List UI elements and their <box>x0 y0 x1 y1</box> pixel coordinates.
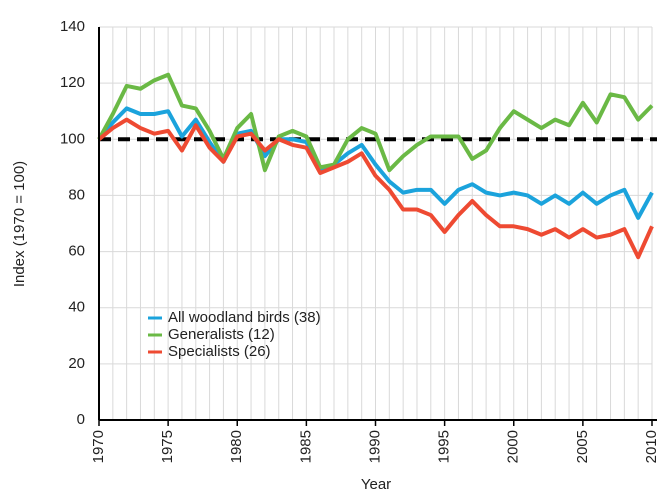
legend-label: All woodland birds (38) <box>168 309 321 326</box>
y-tick-label: 20 <box>68 355 85 372</box>
x-tick-label: 1990 <box>366 430 383 463</box>
x-tick-label: 1970 <box>90 430 107 463</box>
series-line <box>97 117 654 260</box>
x-axis-label: Year <box>361 476 391 493</box>
x-tick-label: 1975 <box>159 430 176 463</box>
x-tick-label: 2005 <box>574 430 591 463</box>
series-line <box>97 72 654 173</box>
y-tick-label: 140 <box>60 18 85 35</box>
y-tick-label: 0 <box>77 411 85 428</box>
x-tick-label: 1995 <box>436 430 453 463</box>
legend-label: Specialists (26) <box>168 343 271 360</box>
y-tick-label: 100 <box>60 130 85 147</box>
y-tick-label: 80 <box>68 186 85 203</box>
legend-label: Generalists (12) <box>168 326 275 343</box>
x-tick-label: 2000 <box>505 430 522 463</box>
x-tick-label: 2010 <box>643 430 657 463</box>
x-tick-label: 1985 <box>297 430 314 463</box>
y-tick-label: 60 <box>68 243 85 260</box>
y-axis-label: Index (1970 = 100) <box>11 161 28 287</box>
x-tick-label: 1980 <box>228 430 245 463</box>
y-tick-label: 120 <box>60 74 85 91</box>
series-line <box>97 106 654 220</box>
y-tick-label: 40 <box>68 299 85 316</box>
